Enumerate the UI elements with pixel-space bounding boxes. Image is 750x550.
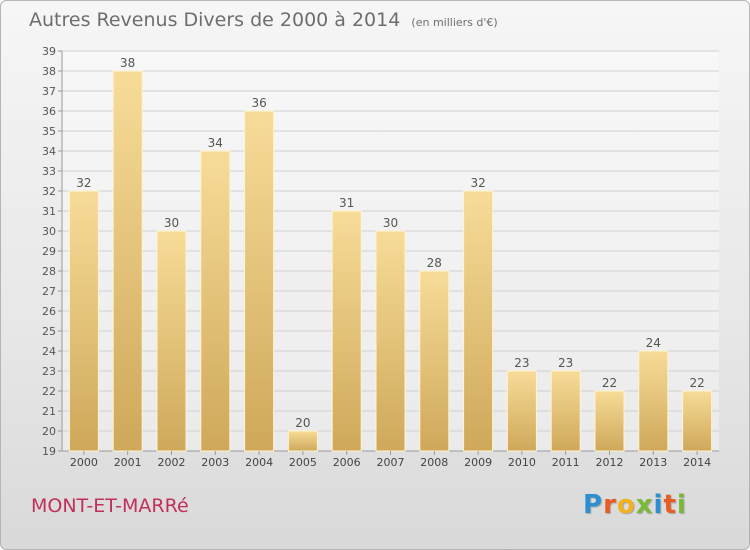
- x-tick-label: 2001: [114, 456, 142, 469]
- bar: [638, 350, 669, 452]
- y-tick-label: 32: [42, 185, 56, 198]
- bar: [244, 110, 275, 452]
- x-tick-label: 2014: [683, 456, 711, 469]
- y-tick-label: 29: [42, 245, 56, 258]
- x-tick-label: 2007: [377, 456, 405, 469]
- y-tick-label: 36: [42, 105, 56, 118]
- x-tick-label: 2012: [596, 456, 624, 469]
- y-tick-label: 37: [42, 85, 56, 98]
- bar-value-label: 28: [427, 256, 442, 270]
- bar-value-label: 30: [383, 216, 398, 230]
- bar: [463, 190, 494, 452]
- y-tick-label: 39: [42, 45, 56, 58]
- logo-letter: i: [676, 490, 687, 520]
- bar-value-label: 32: [76, 176, 91, 190]
- x-tick-label: 2004: [245, 456, 273, 469]
- proxiti-logo: Proxiti: [583, 490, 687, 520]
- bar-value-label: 23: [514, 356, 529, 370]
- bar: [375, 230, 406, 452]
- bar-value-label: 38: [120, 56, 135, 70]
- bar-value-label: 30: [164, 216, 179, 230]
- bar: [594, 390, 625, 452]
- x-tick-label: 2009: [464, 456, 492, 469]
- bar: [419, 270, 450, 452]
- y-tick-label: 35: [42, 125, 56, 138]
- bar: [506, 370, 537, 452]
- bar: [156, 230, 187, 452]
- bar-value-label: 31: [339, 196, 354, 210]
- logo-letter: o: [616, 490, 636, 520]
- location-name: MONT-ET-MARRé: [31, 495, 189, 517]
- plot-area: 19 20 21 22 23 24 25 26 27 28 29 30 31 32 33 34 35 36 37 38…: [42, 45, 719, 469]
- x-tick-label: 2003: [201, 456, 229, 469]
- bar: [287, 430, 318, 452]
- logo-letter: x: [635, 490, 654, 520]
- bar: [682, 390, 713, 452]
- bar-value-label: 34: [208, 136, 223, 150]
- x-tick-label: 2000: [70, 456, 98, 469]
- bar-value-label: 24: [646, 336, 661, 350]
- x-tick-label: 2013: [639, 456, 667, 469]
- y-tick-label: 27: [42, 285, 56, 298]
- y-tick-label: 34: [42, 145, 56, 158]
- logo-letter: P: [583, 490, 604, 520]
- x-tick-label: 2008: [420, 456, 448, 469]
- x-tick-label: 2010: [508, 456, 536, 469]
- chart-title-row: Autres Revenus Divers de 2000 à 2014 (en…: [29, 9, 498, 31]
- y-tick-label: 23: [42, 365, 56, 378]
- y-tick-label: 21: [42, 405, 56, 418]
- x-tick-label: 2011: [552, 456, 580, 469]
- bar: [550, 370, 581, 452]
- bar-value-label: 20: [295, 416, 310, 430]
- bar-value-label: 32: [470, 176, 485, 190]
- y-tick-label: 31: [42, 205, 56, 218]
- x-tick-label: 2006: [333, 456, 361, 469]
- y-tick-label: 38: [42, 65, 56, 78]
- y-tick-label: 22: [42, 385, 56, 398]
- logo-letter: r: [603, 490, 617, 520]
- y-tick-label: 33: [42, 165, 56, 178]
- bar-value-label: 23: [558, 356, 573, 370]
- y-tick-label: 19: [42, 445, 56, 458]
- bar-value-label: 22: [602, 376, 617, 390]
- y-tick-label: 24: [42, 345, 56, 358]
- y-tick-label: 26: [42, 305, 56, 318]
- bar: [200, 150, 231, 452]
- y-tick-label: 28: [42, 265, 56, 278]
- logo-letter: t: [663, 490, 677, 520]
- y-tick-label: 20: [42, 425, 56, 438]
- bar-value-label: 36: [251, 96, 266, 110]
- bar: [331, 210, 362, 452]
- x-tick-label: 2002: [158, 456, 186, 469]
- bar: [112, 70, 143, 452]
- y-tick-label: 25: [42, 325, 56, 338]
- logo-letter: i: [653, 490, 664, 520]
- y-tick-label: 30: [42, 225, 56, 238]
- chart-subtitle: (en milliers d'€): [411, 16, 498, 29]
- bar-value-label: 22: [689, 376, 704, 390]
- chart-title: Autres Revenus Divers de 2000 à 2014: [29, 9, 401, 31]
- bar: [68, 190, 99, 452]
- x-tick-label: 2005: [289, 456, 317, 469]
